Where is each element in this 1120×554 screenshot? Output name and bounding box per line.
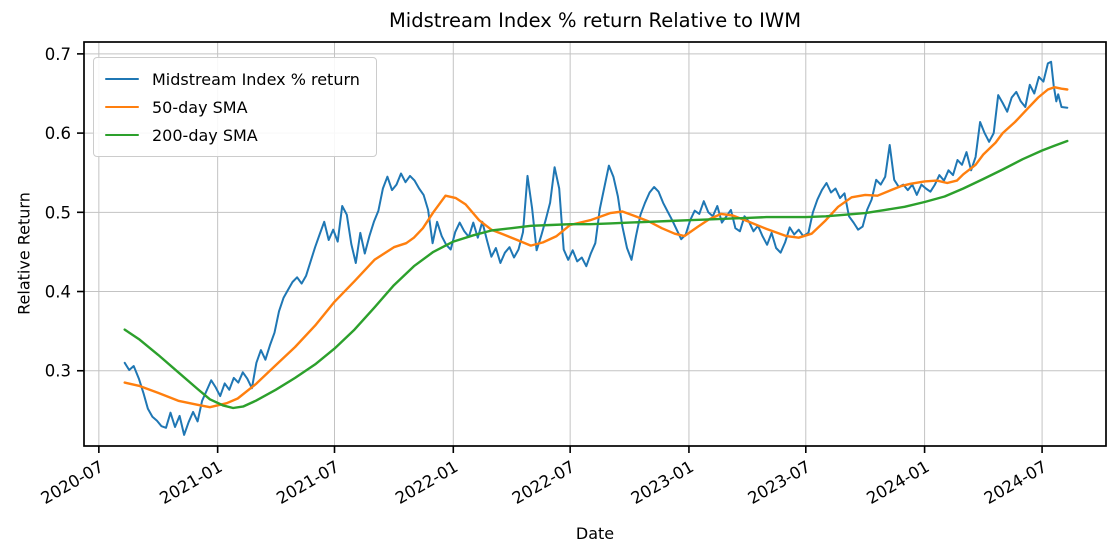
- x-tick-label: 2022-01: [392, 457, 461, 508]
- y-axis-title: Relative Return: [14, 192, 34, 315]
- y-tick-label: 0.7: [45, 45, 71, 64]
- legend-label: Midstream Index % return: [152, 69, 360, 89]
- chart-title: Midstream Index % return Relative to IWM: [388, 9, 802, 32]
- legend-label: 50-day SMA: [152, 97, 248, 117]
- legend: Midstream Index % return 50-day SMA 200-…: [93, 57, 377, 157]
- x-tick-label: 2023-07: [745, 457, 814, 508]
- legend-label: 200-day SMA: [152, 125, 258, 145]
- y-tick-label: 0.3: [45, 362, 71, 381]
- x-tick-label: 2021-01: [156, 457, 225, 508]
- x-tick-label: 2023-01: [628, 457, 697, 508]
- legend-line-sample-orange: [105, 105, 139, 109]
- x-tick-label: 2021-07: [273, 457, 342, 508]
- legend-line-sample-blue: [105, 77, 139, 81]
- series-line-50-day-sma: [123, 86, 1069, 409]
- y-tick-label: 0.6: [45, 124, 71, 143]
- y-tick-label: 0.4: [45, 283, 71, 302]
- legend-line-sample-green: [105, 133, 139, 137]
- x-tick-label: 2024-01: [863, 457, 932, 508]
- x-tick-label: 2024-07: [981, 457, 1050, 508]
- legend-item-200d-sma: 200-day SMA: [105, 121, 360, 149]
- x-axis-title: Date: [575, 524, 615, 543]
- legend-item-midstream: Midstream Index % return: [105, 65, 360, 93]
- axes-spines: [83, 41, 1107, 447]
- legend-item-50d-sma: 50-day SMA: [105, 93, 360, 121]
- y-tick-label: 0.5: [45, 203, 71, 222]
- x-tick-label: 2022-07: [509, 457, 578, 508]
- x-tick-label: 2020-07: [38, 457, 107, 508]
- series-line-200-day-sma: [123, 139, 1069, 410]
- series-line-midstream-index-return: [123, 60, 1069, 436]
